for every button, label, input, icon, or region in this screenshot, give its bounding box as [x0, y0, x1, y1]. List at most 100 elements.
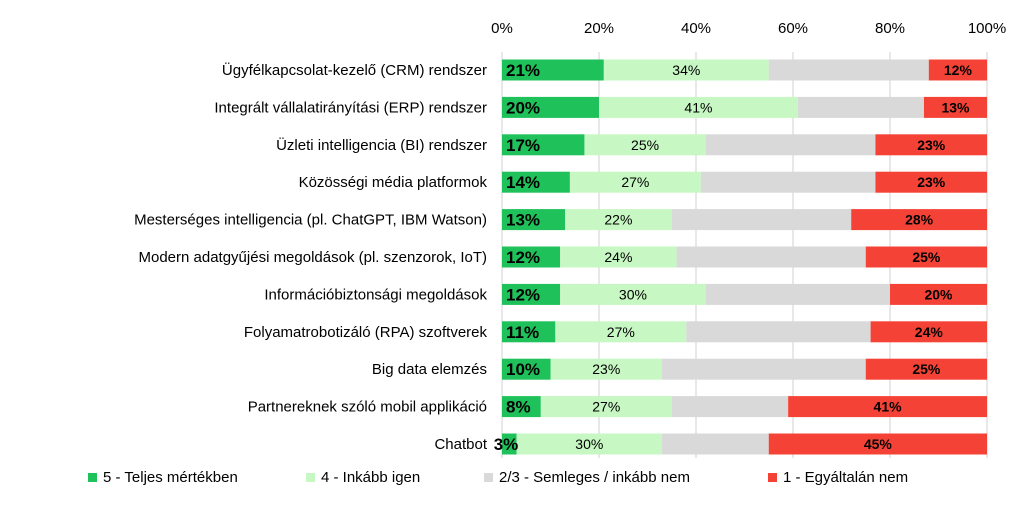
bar-segment: [875, 134, 987, 156]
data-label: 11%: [506, 323, 539, 342]
bar-segment: [671, 396, 789, 418]
data-label: 23%: [592, 361, 620, 377]
data-label: 23%: [917, 137, 946, 153]
bar-segment: [502, 59, 604, 81]
category-labels: Ügyfélkapcsolat-kezelő (CRM) rendszer Int…: [134, 61, 488, 453]
legend-label: 1 - Egyáltalán nem: [783, 469, 908, 486]
data-label: 13%: [506, 211, 540, 230]
x-tick-label: 20%: [584, 20, 614, 37]
data-label: 12%: [944, 62, 973, 78]
bar-segment: [565, 209, 672, 231]
bar-segment: [502, 321, 556, 343]
data-label: 27%: [607, 324, 635, 340]
data-label: 14%: [506, 173, 540, 192]
legend: 5 - Teljes mértékben 4 - Inkább igen 2/3 -…: [88, 469, 908, 486]
bar-segment: [599, 96, 798, 118]
data-label: 20%: [924, 286, 953, 302]
bar-segment: [768, 433, 987, 455]
bar-segment: [865, 358, 987, 380]
legend-swatch: [484, 473, 493, 482]
data-labels: 21% 34% 12% 20% 41% 13% 17% 25% 23% 14% 27% 23% 13% 2…: [494, 61, 973, 454]
bar-segment: [584, 134, 706, 156]
data-label: 27%: [592, 399, 620, 415]
data-label: 24%: [915, 324, 944, 340]
legend-label: 2/3 - Semleges / inkább nem: [499, 469, 690, 486]
bar-segment: [686, 321, 871, 343]
bar-segment: [662, 358, 866, 380]
category-label: Üzleti intelligencia (BI) rendszer: [276, 136, 487, 154]
bar-segment: [540, 396, 672, 418]
bar-segment: [875, 171, 987, 193]
legend-swatch: [88, 473, 97, 482]
data-label: 34%: [672, 62, 700, 78]
bar-segment: [555, 321, 687, 343]
category-label: Mesterséges intelligencia (pl. ChatGPT, …: [134, 212, 487, 229]
legend-label: 5 - Teljes mértékben: [103, 469, 238, 486]
bar-segment: [502, 134, 585, 156]
bar-segment: [502, 96, 599, 118]
bar-segment: [700, 171, 876, 193]
data-label: 41%: [874, 399, 903, 415]
category-label: Integrált vállalatirányítási (ERP) rends…: [214, 99, 487, 116]
bar-segment: [768, 59, 929, 81]
bar-segment: [705, 283, 890, 305]
x-tick-label: 40%: [681, 20, 711, 37]
bar-segment: [797, 96, 924, 118]
bars: [502, 59, 987, 455]
x-tick-label: 100%: [968, 20, 1006, 37]
legend-label: 4 - Inkább igen: [321, 469, 420, 486]
bar-segment: [502, 433, 517, 455]
bar-segment: [788, 396, 987, 418]
data-label: 22%: [604, 212, 632, 228]
data-label: 17%: [506, 136, 540, 155]
bar-segment: [603, 59, 769, 81]
category-label: Közösségi média platformok: [299, 174, 488, 191]
bar-segment: [928, 59, 987, 81]
bar-segment: [502, 396, 541, 418]
data-label: 25%: [912, 361, 941, 377]
bar-segment: [671, 209, 852, 231]
bar-segment: [550, 358, 663, 380]
legend-swatch: [768, 473, 777, 482]
bar-segment: [569, 171, 701, 193]
data-label: 30%: [619, 286, 647, 302]
bar-segment: [560, 283, 706, 305]
data-label: 10%: [506, 360, 540, 379]
bar-segment: [676, 246, 866, 268]
x-axis-tick-labels: 0% 20% 40% 60% 80% 100%: [491, 20, 1006, 37]
data-label: 3%: [494, 435, 519, 454]
data-label: 28%: [905, 212, 934, 228]
legend-swatch: [306, 473, 315, 482]
category-label: Chatbot: [434, 436, 487, 453]
bar-segment: [923, 96, 987, 118]
category-label: Ügyfélkapcsolat-kezelő (CRM) rendszer: [222, 61, 487, 79]
data-label: 8%: [506, 398, 531, 417]
category-label: Partnereknek szóló mobil applikáció: [248, 399, 487, 416]
data-label: 13%: [941, 99, 970, 115]
data-label: 12%: [506, 285, 540, 304]
bar-segment: [851, 209, 987, 231]
bar-segment: [865, 246, 987, 268]
category-label: Big data elemzés: [372, 361, 487, 378]
data-label: 25%: [912, 249, 941, 265]
bar-segment: [516, 433, 663, 455]
x-tick-label: 0%: [491, 20, 513, 37]
category-label: Információbiztonsági megoldások: [264, 286, 487, 303]
bar-segment: [560, 246, 677, 268]
data-label: 20%: [506, 98, 540, 117]
category-label: Modern adatgyűjési megoldások (pl. szenz…: [138, 249, 487, 266]
bar-segment: [502, 246, 561, 268]
data-label: 27%: [621, 174, 649, 190]
bar-segment: [870, 321, 987, 343]
data-label: 30%: [575, 436, 603, 452]
bar-segment: [502, 358, 551, 380]
category-label: Folyamatrobotizáló (RPA) szoftverek: [244, 324, 488, 341]
bar-segment: [502, 283, 561, 305]
x-tick-label: 60%: [778, 20, 808, 37]
bar-segment: [890, 283, 987, 305]
bar-segment: [662, 433, 769, 455]
data-label: 41%: [684, 99, 712, 115]
data-label: 25%: [631, 137, 659, 153]
bar-segment: [705, 134, 876, 156]
